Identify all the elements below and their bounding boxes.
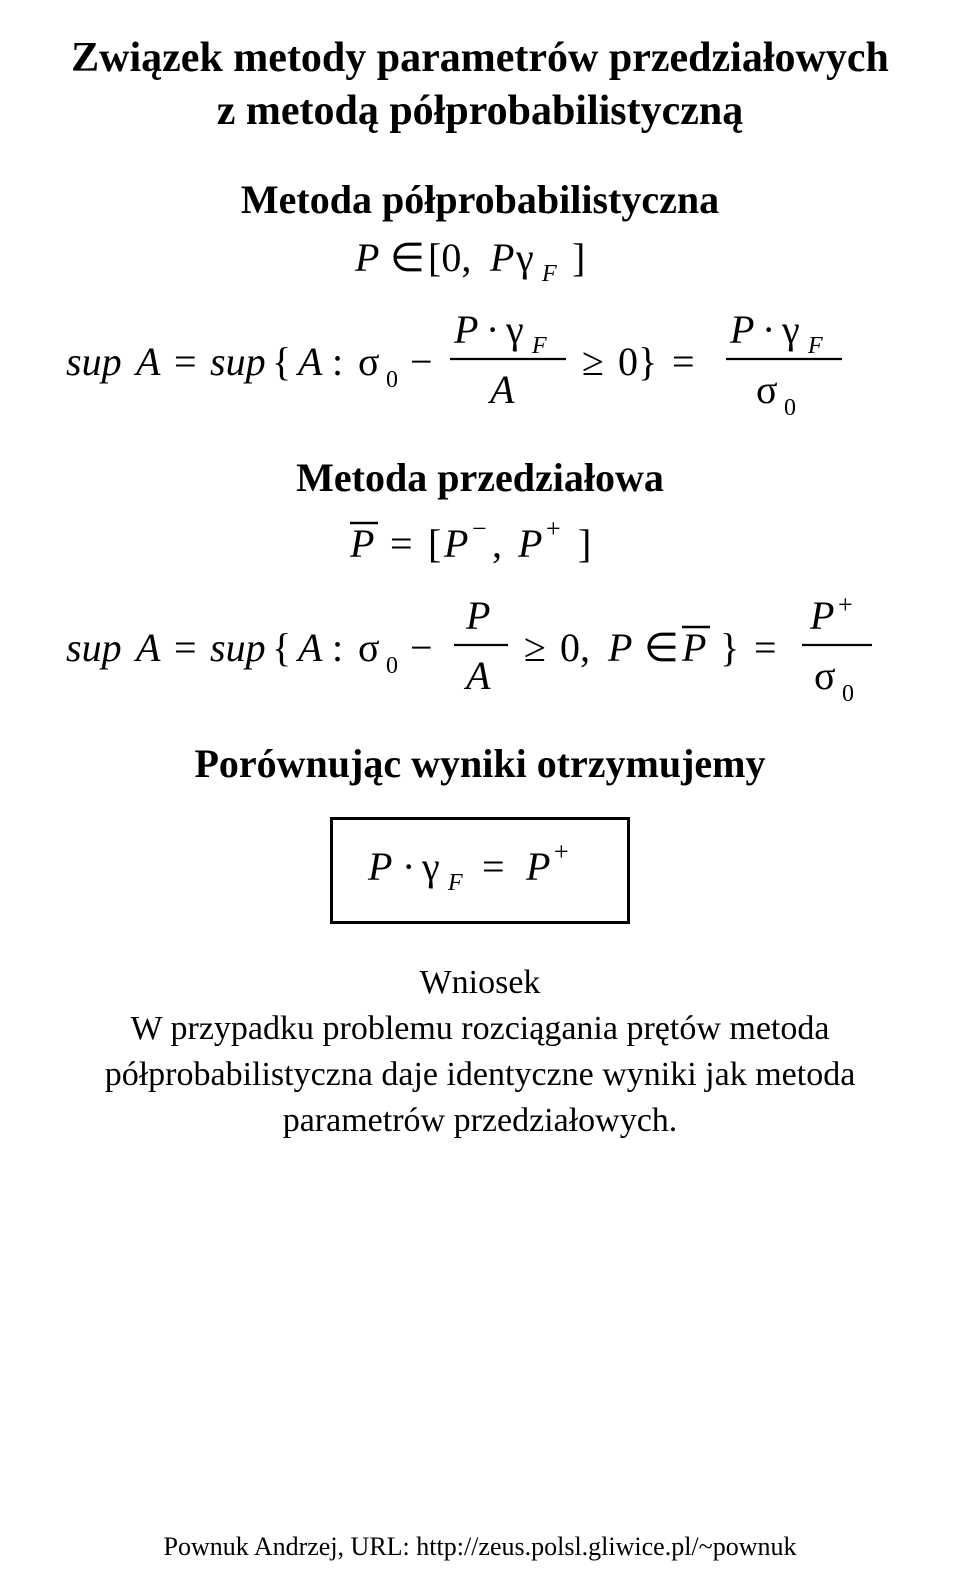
svg-text:P: P <box>354 235 379 280</box>
svg-text:P: P <box>453 307 478 352</box>
svg-text:·: · <box>402 844 415 889</box>
section2-heading: Metoda przedziałowa <box>60 453 900 503</box>
svg-text:[0,: [0, <box>428 235 471 280</box>
svg-text:F: F <box>531 333 547 359</box>
svg-text:,: , <box>492 521 502 566</box>
svg-text:P: P <box>367 844 392 889</box>
svg-text:σ: σ <box>814 653 836 698</box>
svg-text:∈: ∈ <box>644 625 679 670</box>
svg-text:]: ] <box>572 235 585 280</box>
svg-text:=: = <box>174 625 197 670</box>
svg-text:F: F <box>541 261 557 285</box>
svg-text:0,: 0, <box>560 625 590 670</box>
svg-text:P: P <box>443 521 468 566</box>
svg-text:P: P <box>349 521 374 566</box>
svg-text:γ: γ <box>515 235 534 280</box>
svg-text:]: ] <box>578 521 591 566</box>
svg-text:−: − <box>472 514 487 543</box>
svg-text:P: P <box>489 235 514 280</box>
svg-text::: : <box>332 625 343 670</box>
svg-text:0: 0 <box>386 653 398 679</box>
svg-text:A: A <box>487 367 515 412</box>
svg-text:{: { <box>272 625 291 670</box>
svg-text:=: = <box>482 844 505 889</box>
svg-text:·: · <box>486 307 499 352</box>
equation-4: sup A = sup { A : σ 0 − P A ≥ 0, P ∈ P <box>60 589 900 709</box>
equation-1: P ∈ [0, P γ F ] <box>60 235 900 285</box>
page-title: Związek metody parametrów przedziałowych… <box>60 32 900 137</box>
svg-text:σ: σ <box>756 367 778 412</box>
svg-text:P: P <box>681 625 706 670</box>
svg-text:=: = <box>174 339 197 384</box>
svg-text:0: 0 <box>842 681 854 707</box>
svg-text:=: = <box>672 339 695 384</box>
svg-text:+: + <box>838 590 853 619</box>
svg-text:γ: γ <box>781 307 800 352</box>
svg-text:F: F <box>447 870 463 894</box>
svg-text:A: A <box>133 625 161 670</box>
svg-text:A: A <box>133 339 161 384</box>
svg-text:sup: sup <box>210 339 266 384</box>
svg-text:=: = <box>390 521 413 566</box>
svg-text:σ: σ <box>358 339 380 384</box>
svg-text:sup: sup <box>66 625 122 670</box>
svg-text:0: 0 <box>386 367 398 393</box>
svg-text:}: } <box>720 625 739 670</box>
svg-text:P: P <box>517 521 542 566</box>
svg-text:−: − <box>410 339 433 384</box>
section1-heading: Metoda półprobabilistyczna <box>60 175 900 225</box>
svg-text:P: P <box>729 307 754 352</box>
svg-text:γ: γ <box>505 307 524 352</box>
svg-text:σ: σ <box>358 625 380 670</box>
svg-text:A: A <box>295 625 323 670</box>
page-footer: Pownuk Andrzej, URL: http://zeus.polsl.g… <box>0 1532 960 1562</box>
svg-text:+: + <box>546 514 561 543</box>
svg-text:·: · <box>762 307 775 352</box>
svg-text::: : <box>332 339 343 384</box>
svg-text:≥: ≥ <box>524 625 546 670</box>
svg-text:F: F <box>807 333 823 359</box>
equation-2: sup A = sup { A : σ 0 − P · γ F A ≥ 0} = <box>60 303 900 423</box>
svg-text:P: P <box>525 844 550 889</box>
conclusion-text: W przypadku problemu rozciągania prętów … <box>60 1006 900 1144</box>
svg-text:≥: ≥ <box>582 339 604 384</box>
svg-text:∈: ∈ <box>390 235 425 280</box>
svg-text:A: A <box>295 339 323 384</box>
svg-text:+: + <box>554 838 569 866</box>
svg-text:sup: sup <box>210 625 266 670</box>
boxed-equation: P · γ F = P + <box>330 817 630 924</box>
svg-text:=: = <box>754 625 777 670</box>
svg-text:0}: 0} <box>618 339 657 384</box>
svg-text:0: 0 <box>784 395 796 421</box>
conclusion-label: Wniosek <box>60 964 900 1002</box>
svg-text:P: P <box>809 593 834 638</box>
svg-text:P: P <box>465 593 490 638</box>
svg-text:P: P <box>607 625 632 670</box>
equation-3: P = [ P − , P + ] <box>60 513 900 571</box>
svg-text:sup: sup <box>66 339 122 384</box>
svg-text:A: A <box>463 653 491 698</box>
section3-heading: Porównując wyniki otrzymujemy <box>60 739 900 789</box>
svg-text:{: { <box>272 339 291 384</box>
svg-text:γ: γ <box>421 844 440 889</box>
svg-text:−: − <box>410 625 433 670</box>
svg-text:[: [ <box>428 521 441 566</box>
